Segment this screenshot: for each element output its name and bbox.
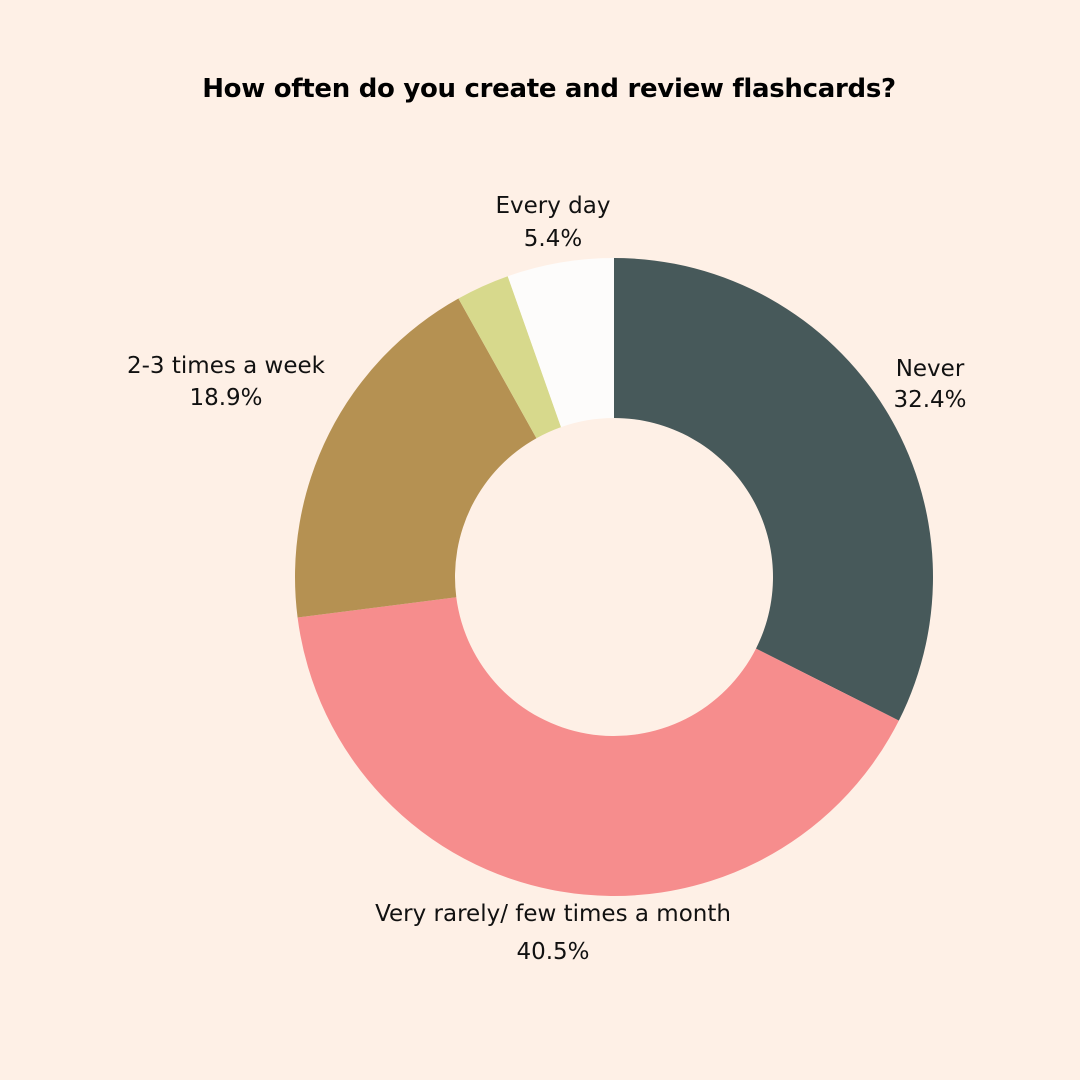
donut-slice [297,597,899,896]
slice-percent-label: 5.4% [524,226,582,252]
slice-percent-label: 32.4% [893,387,966,413]
slice-label: Very rarely/ few times a month [375,901,731,927]
slice-percent-label: 40.5% [516,939,589,965]
slice-label: Every day [496,193,611,219]
slice-percent-label: 18.9% [189,385,262,411]
donut-slice [614,258,933,721]
chart-title: How often do you create and review flash… [202,74,896,104]
donut-slice [458,276,562,439]
slices-layer [295,258,933,896]
donut-slice [507,258,614,428]
slice-label: 2-3 times a week [127,353,326,379]
labels-layer: Never 32.4% Very rarely/ few times a month… [127,193,967,965]
slice-label: Never [896,356,965,382]
donut-slice [295,298,537,618]
